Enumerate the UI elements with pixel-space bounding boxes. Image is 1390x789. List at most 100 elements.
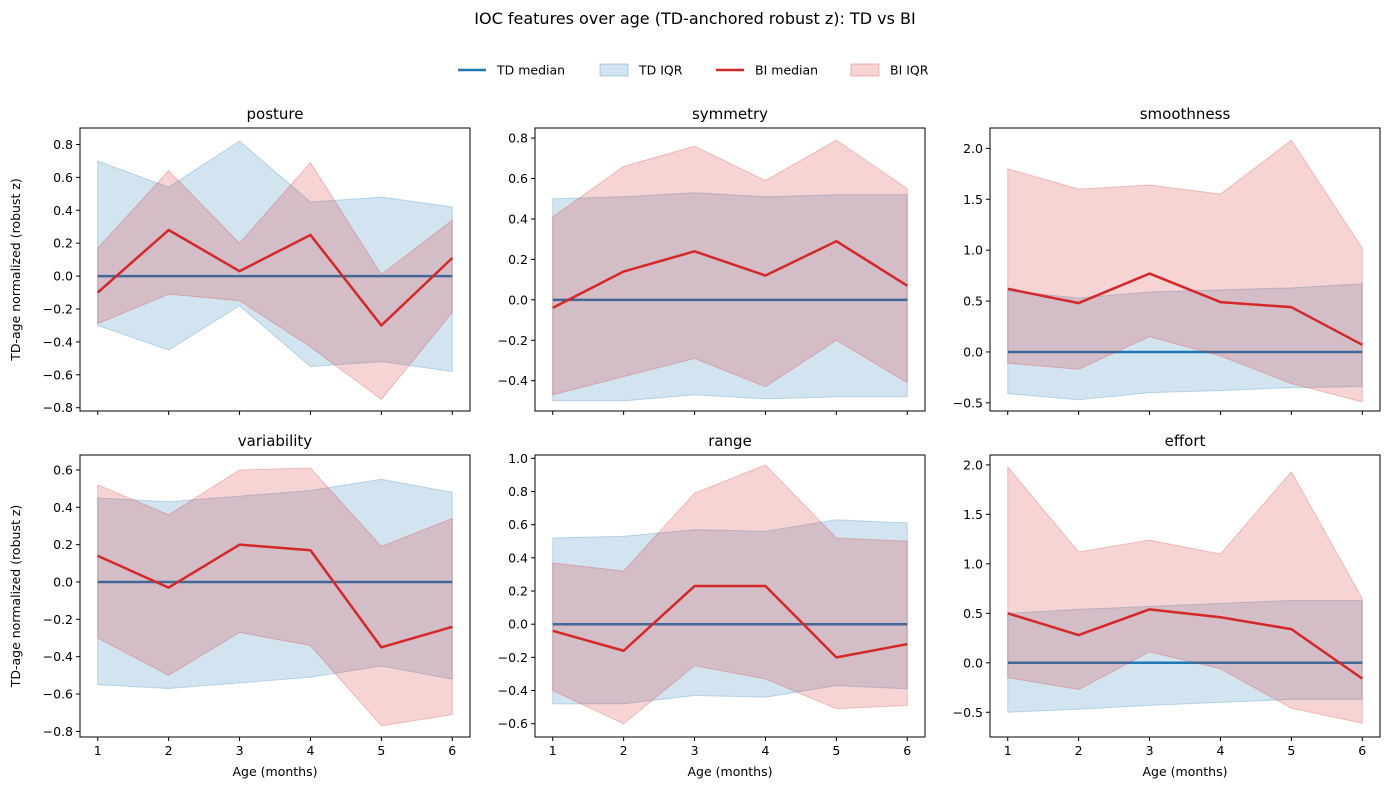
- y-tick-label: 0.4: [53, 500, 73, 515]
- y-tick-label: −0.5: [953, 705, 983, 720]
- x-axis-label: Age (months): [688, 764, 773, 779]
- x-tick-label: 6: [448, 743, 456, 758]
- bi-median-line: [552, 584, 908, 659]
- x-tick-label: 3: [691, 743, 699, 758]
- td-iqr-band: [97, 140, 453, 373]
- y-tick-label: −0.6: [43, 687, 73, 702]
- legend-label: BI median: [755, 63, 818, 78]
- panels: 0.8 0.6 0.4 0.2 0.0 −0.2 −0.4 −0.6 −0.8 posture TD…: [8, 105, 1381, 779]
- plot-area: [552, 139, 908, 402]
- td-iqr-band: [552, 519, 908, 705]
- bi-iqr-band: [97, 161, 453, 401]
- x-axis-label: Age (months): [233, 764, 318, 779]
- panel-effort: 2.0 1.5 1.0 0.5 0.0 −0.5 1 2 3 4 5 6 effort Age (mont…: [953, 432, 1381, 779]
- bi-median-line: [1007, 608, 1363, 680]
- axes-frame: [534, 454, 926, 738]
- y-tick-label: 0.2: [508, 252, 528, 267]
- y-tick-label: 0.2: [53, 537, 73, 552]
- y-tick-label: 0.4: [53, 203, 73, 218]
- legend-label: BI IQR: [890, 63, 929, 78]
- legend-item: TD median: [458, 63, 565, 78]
- axes-frame: [79, 454, 471, 738]
- panel-variability: 0.6 0.4 0.2 0.0 −0.2 −0.4 −0.6 −0.8 1 2 3 4 5 6 variab…: [8, 432, 471, 779]
- y-tick-label: −0.4: [43, 334, 73, 349]
- y-tick-label: 0.2: [53, 236, 73, 251]
- y-tick-label: −0.6: [498, 716, 528, 731]
- plot-area: [1007, 139, 1363, 403]
- y-tick-label: 0.6: [53, 170, 73, 185]
- bi-iqr-band: [552, 139, 908, 396]
- axes-frame: [989, 454, 1381, 738]
- legend-item: TD IQR: [599, 63, 683, 78]
- y-tick-label: 2.0: [963, 457, 983, 472]
- y-tick-label: −0.2: [498, 650, 528, 665]
- plot-area: [96, 140, 454, 401]
- x-tick-label: 5: [1287, 743, 1295, 758]
- x-axis-label: Age (months): [1143, 764, 1228, 779]
- y-tick-label: 0.0: [963, 655, 983, 670]
- y-tick-label: 0.0: [963, 344, 983, 359]
- y-tick-label: 0.8: [508, 484, 528, 499]
- legend-label: TD median: [496, 63, 565, 78]
- y-tick-label: −0.4: [43, 649, 73, 664]
- x-tick-label: 1: [549, 743, 557, 758]
- x-tick-label: 5: [377, 743, 385, 758]
- y-tick-label: 1.0: [508, 451, 528, 466]
- y-tick-label: 0.8: [53, 137, 73, 152]
- axes-frame: [79, 127, 471, 412]
- y-axis-label: TD-age normalized (robust z): [8, 505, 23, 689]
- x-tick-label: 4: [761, 743, 769, 758]
- y-tick-label: −0.8: [43, 724, 73, 739]
- panel-range: 1.0 0.8 0.6 0.4 0.2 0.0 −0.2 −0.4 −0.6 1 2 3 4 5 6 rang…: [498, 432, 926, 779]
- y-tick-label: 0.4: [508, 211, 528, 226]
- plot-area: [97, 467, 453, 727]
- panel-title: variability: [238, 432, 313, 450]
- td-iqr-band: [1007, 283, 1363, 401]
- legend: TD median TD IQR BI median BI IQR: [458, 63, 929, 78]
- legend-item: BI IQR: [850, 63, 929, 78]
- bi-iqr-band: [1007, 465, 1363, 724]
- x-tick-label: 2: [1075, 743, 1083, 758]
- x-tick-label: 2: [620, 743, 628, 758]
- y-tick-label: −0.5: [953, 395, 983, 410]
- figure-title: IOC features over age (TD-anchored robus…: [474, 9, 915, 28]
- x-tick-label: 1: [1004, 743, 1012, 758]
- y-tick-label: −0.4: [498, 373, 528, 388]
- y-tick-label: −0.4: [498, 683, 528, 698]
- x-tick-label: 4: [306, 743, 314, 758]
- x-tick-label: 6: [1358, 743, 1366, 758]
- y-axis-label: TD-age normalized (robust z): [8, 178, 23, 362]
- bi-iqr-band: [1007, 139, 1363, 403]
- legend-band-swatch: [599, 63, 629, 77]
- axes-frame: [989, 127, 1381, 412]
- y-tick-label: −0.6: [43, 367, 73, 382]
- y-tick-label: 0.4: [508, 550, 528, 565]
- y-tick-label: 0.6: [508, 171, 528, 186]
- panel-symmetry: 0.8 0.6 0.4 0.2 0.0 −0.2 −0.4 symmetry: [498, 105, 926, 415]
- x-tick-label: 5: [832, 743, 840, 758]
- axes-frame: [534, 127, 926, 412]
- bi-median-line: [97, 543, 453, 649]
- bi-iqr-band: [552, 464, 908, 725]
- legend-band-swatch: [850, 63, 880, 77]
- y-tick-label: 0.0: [53, 574, 73, 589]
- td-iqr-band: [97, 478, 453, 689]
- panel-posture: 0.8 0.6 0.4 0.2 0.0 −0.2 −0.4 −0.6 −0.8 posture TD…: [8, 105, 471, 415]
- y-tick-label: −0.8: [43, 400, 73, 415]
- y-tick-label: 0.2: [508, 584, 528, 599]
- x-tick-label: 4: [1216, 743, 1224, 758]
- y-tick-label: 1.5: [963, 192, 983, 207]
- y-tick-label: 0.6: [53, 462, 73, 477]
- panel-title: symmetry: [692, 105, 768, 123]
- legend-item: BI median: [716, 63, 818, 78]
- panel-title: smoothness: [1140, 105, 1231, 123]
- panel-title: posture: [247, 105, 304, 123]
- plot-area: [552, 464, 908, 725]
- panel-title: effort: [1165, 432, 1206, 450]
- y-tick-label: 0.5: [963, 294, 983, 309]
- bi-median-line: [552, 239, 908, 310]
- y-tick-label: 0.0: [508, 617, 528, 632]
- x-tick-label: 3: [236, 743, 244, 758]
- y-tick-label: 2.0: [963, 141, 983, 156]
